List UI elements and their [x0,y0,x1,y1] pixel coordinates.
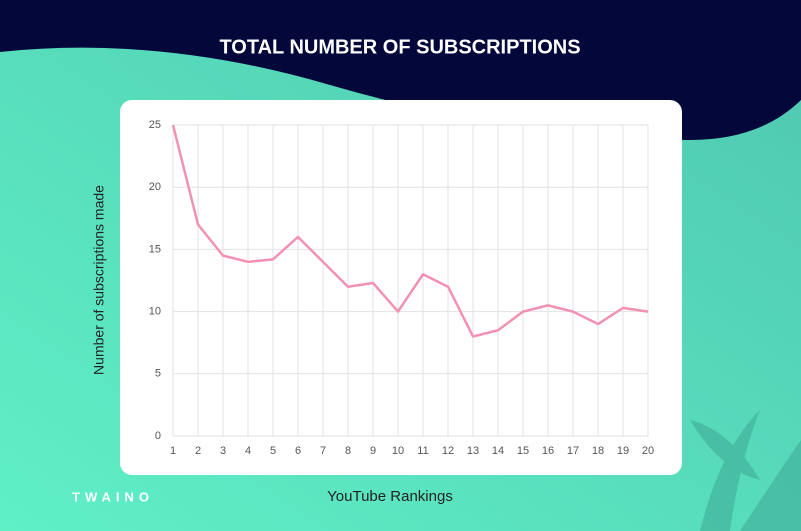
x-tick-label: 16 [542,445,554,457]
x-tick-label: 11 [417,445,428,457]
x-tick-label: 5 [270,445,276,457]
x-tick-label: 12 [442,445,454,457]
x-tick-label: 8 [345,445,351,457]
y-tick-label: 25 [149,119,161,131]
y-tick-label: 15 [149,243,161,255]
brand-logo: TWAINO [72,489,154,504]
x-tick-label: 2 [195,445,201,457]
x-axis-label: YouTube Rankings [327,488,453,505]
x-tick-label: 9 [370,445,376,457]
x-tick-label: 3 [220,445,226,457]
x-tick-label: 18 [592,445,604,457]
x-tick-label: 17 [567,445,579,457]
y-tick-label: 5 [155,368,161,380]
x-tick-label: 4 [245,445,251,457]
y-tick-label: 10 [149,306,161,318]
x-tick-label: 19 [617,445,629,457]
x-tick-label: 15 [517,445,529,457]
y-tick-label: 0 [155,430,161,442]
x-tick-label: 10 [392,445,404,457]
data-line [171,124,649,338]
x-tick-label: 7 [320,445,326,457]
x-tick-label: 1 [170,445,176,457]
palm-decoration [690,410,801,531]
chart-card [120,100,682,475]
x-tick-label: 6 [295,445,301,457]
x-tick-label: 14 [492,445,504,457]
x-tick-label: 20 [642,445,654,457]
x-tick-label: 13 [467,445,479,457]
y-tick-label: 20 [149,181,161,193]
y-axis-label: Number of subscriptions made [91,185,107,375]
chart-title: TOTAL NUMBER OF SUBSCRIPTIONS [219,36,580,58]
